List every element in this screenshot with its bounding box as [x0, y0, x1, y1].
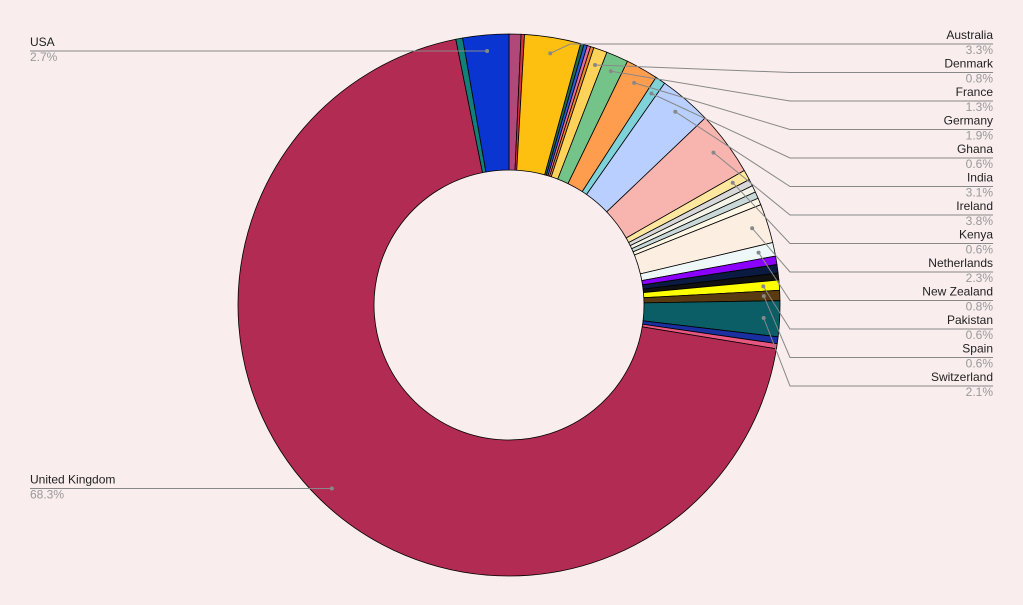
leader-line: [595, 64, 993, 73]
value-label: 0.6%: [966, 157, 994, 171]
leader-dot: [711, 150, 716, 155]
value-label: 3.1%: [966, 186, 994, 200]
leader-line: [713, 152, 993, 216]
slice-label: Spain: [962, 342, 993, 356]
slice-label: Australia: [946, 28, 993, 42]
slice-label: Ireland: [956, 199, 993, 213]
slice-label: India: [967, 171, 993, 185]
slice-label: Pakistan: [947, 313, 993, 327]
value-label: 2.3%: [966, 271, 994, 285]
slice-label: New Zealand: [922, 285, 993, 299]
leader-dot: [548, 51, 553, 56]
leader-dot: [756, 250, 761, 255]
value-label: 0.6%: [966, 328, 994, 342]
leader-dot: [608, 69, 613, 74]
value-label: 0.8%: [966, 72, 994, 86]
leader-line: [732, 182, 993, 244]
leader-dot: [761, 315, 766, 320]
value-label: 0.6%: [966, 243, 994, 257]
value-label: 2.7%: [30, 50, 58, 64]
leader-line: [751, 227, 993, 273]
leader-dot: [750, 226, 755, 231]
slice-label: France: [956, 85, 994, 99]
slice-label: Ghana: [957, 142, 993, 156]
slice-label: United Kingdom: [30, 473, 115, 487]
leader-dot: [761, 294, 766, 299]
leader-dot: [485, 48, 490, 53]
leader-dot: [593, 62, 598, 67]
leader-line: [763, 295, 993, 358]
slice-label: Denmark: [944, 57, 994, 71]
leader-dot: [329, 486, 334, 491]
value-label: 3.3%: [966, 43, 994, 57]
leader-dot: [730, 180, 735, 185]
slice-label: Switzerland: [931, 370, 993, 384]
leader-line: [550, 43, 993, 54]
value-label: 2.1%: [966, 385, 994, 399]
leader-dot: [761, 284, 766, 289]
value-label: 1.3%: [966, 100, 994, 114]
leader-line: [675, 111, 993, 187]
value-label: 0.6%: [966, 357, 994, 371]
leader-line: [763, 317, 993, 387]
leader-line: [651, 93, 993, 159]
slice-label: USA: [30, 35, 55, 49]
slice: [462, 33, 510, 173]
leader-line: [762, 286, 993, 330]
leader-line: [634, 82, 993, 130]
slice-label: Netherlands: [928, 256, 993, 270]
leader-dot: [673, 109, 678, 114]
leader-line: [758, 252, 993, 301]
value-label: 68.3%: [30, 488, 64, 502]
value-label: 3.8%: [966, 214, 994, 228]
leader-dot: [649, 91, 654, 96]
value-label: 0.8%: [966, 300, 994, 314]
value-label: 1.9%: [966, 129, 994, 143]
slice-label: Kenya: [959, 228, 993, 242]
leader-line: [610, 70, 993, 102]
slice-label: Germany: [944, 114, 993, 128]
leader-dot: [632, 80, 637, 85]
slice: [237, 38, 777, 577]
